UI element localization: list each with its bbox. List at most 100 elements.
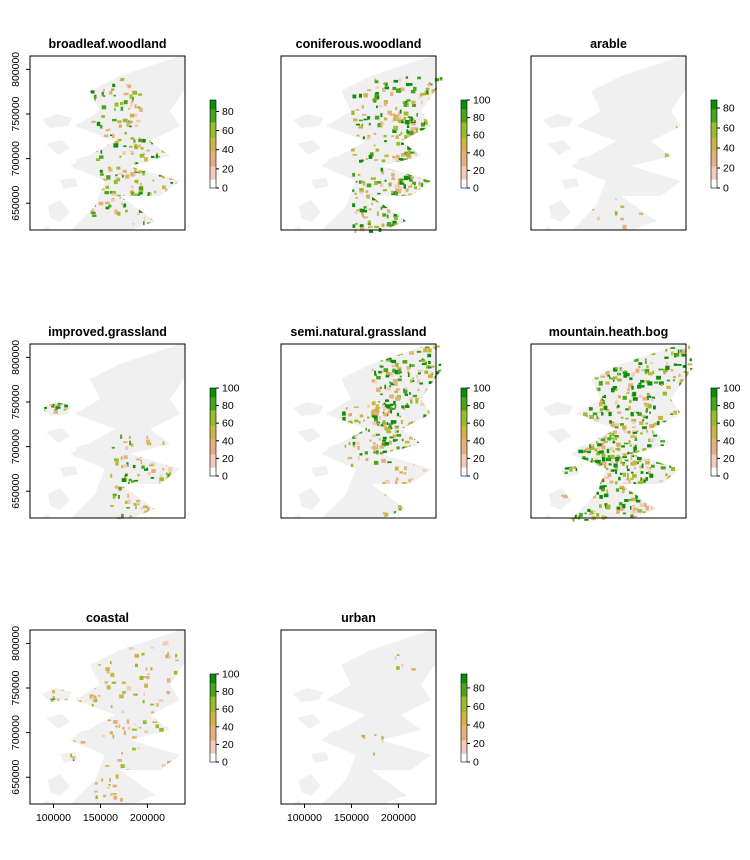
raster-cell (373, 357, 376, 362)
raster-cell (398, 350, 403, 355)
raster-cell (414, 494, 419, 497)
raster-cell (421, 170, 423, 174)
raster-cell (407, 116, 413, 118)
raster-cell (401, 199, 404, 204)
raster-cell (408, 160, 411, 163)
raster-cell (380, 206, 383, 210)
raster-cell (376, 411, 380, 413)
raster-cell (632, 431, 638, 434)
raster-cell (397, 371, 401, 375)
raster-cell (428, 360, 431, 365)
raster-cell (623, 442, 629, 445)
raster-cell (400, 132, 403, 135)
raster-cell (40, 409, 46, 413)
legend-swatch (711, 473, 717, 477)
raster-cell (664, 153, 670, 158)
raster-cell (170, 194, 175, 199)
legend-swatch (711, 412, 717, 415)
raster-cell (169, 509, 172, 513)
raster-cell (582, 355, 588, 358)
raster-cell (138, 187, 144, 192)
raster-cell (666, 385, 671, 390)
raster-cell (412, 131, 417, 136)
raster-cell (688, 463, 693, 469)
raster-cell (620, 506, 623, 511)
raster-cell (163, 450, 166, 453)
raster-cell (406, 172, 412, 175)
raster-cell (174, 484, 179, 487)
raster-cell (417, 441, 420, 443)
raster-cell (593, 347, 597, 350)
raster-cell (440, 387, 445, 392)
raster-cell (417, 435, 421, 439)
raster-cell (386, 357, 391, 361)
raster-cell (406, 125, 410, 128)
raster-cell (120, 456, 123, 460)
raster-cell (625, 478, 628, 481)
raster-cell (650, 505, 654, 510)
legend-swatch (711, 403, 717, 407)
raster-cell (392, 379, 398, 383)
raster-cell (138, 189, 143, 195)
raster-cell (429, 216, 432, 219)
legend-swatch (711, 102, 717, 105)
raster-cell (653, 505, 657, 508)
raster-cell (116, 166, 121, 170)
raster-cell (432, 160, 435, 165)
raster-cell (566, 449, 569, 453)
raster-cell (120, 101, 124, 106)
raster-cell (354, 211, 358, 215)
raster-cell (640, 432, 643, 435)
raster-cell (564, 485, 570, 488)
legend-swatch (711, 108, 717, 112)
raster-cell (185, 167, 191, 171)
raster-cell (587, 450, 591, 454)
raster-cell (121, 465, 125, 469)
legend-tick-label: 60 (473, 130, 485, 142)
raster-cell (439, 151, 444, 154)
raster-cell (603, 394, 606, 399)
raster-cell (670, 399, 673, 402)
raster-cell (123, 92, 129, 96)
raster-cell (608, 463, 612, 466)
raster-cell (149, 192, 152, 196)
legend-swatch (461, 454, 467, 457)
raster-cell (113, 179, 118, 185)
raster-cell (399, 471, 403, 474)
raster-cell (429, 796, 433, 800)
legend-tick-label: 0 (473, 471, 479, 483)
raster-cell (428, 159, 433, 164)
raster-cell (428, 156, 431, 160)
raster-cell (647, 381, 653, 386)
raster-cell (176, 147, 181, 153)
raster-cell (679, 379, 684, 384)
raster-cell (589, 415, 594, 419)
raster-cell (420, 359, 425, 362)
legend-swatch (711, 445, 717, 448)
raster-cell (392, 129, 397, 133)
legend-swatch (461, 108, 467, 112)
raster-cell (666, 494, 671, 496)
legend-swatch (711, 111, 717, 114)
raster-cell (136, 458, 141, 461)
raster-cell (411, 100, 416, 104)
raster-cell (367, 429, 370, 432)
raster-cell (384, 101, 387, 107)
raster-cell (365, 458, 369, 462)
raster-cell (165, 480, 168, 483)
raster-cell (658, 415, 663, 421)
raster-cell (687, 515, 690, 519)
raster-cell (167, 678, 171, 683)
raster-cell (134, 171, 140, 174)
raster-cell (422, 205, 427, 210)
raster-cell (636, 450, 640, 453)
raster-cell (134, 124, 138, 127)
raster-cell (577, 465, 581, 468)
legend-frame (209, 673, 217, 763)
raster-cell (86, 780, 91, 782)
raster-cell (418, 176, 422, 179)
raster-cell (106, 671, 110, 674)
raster-cell (599, 462, 604, 466)
raster-cell (173, 670, 178, 675)
